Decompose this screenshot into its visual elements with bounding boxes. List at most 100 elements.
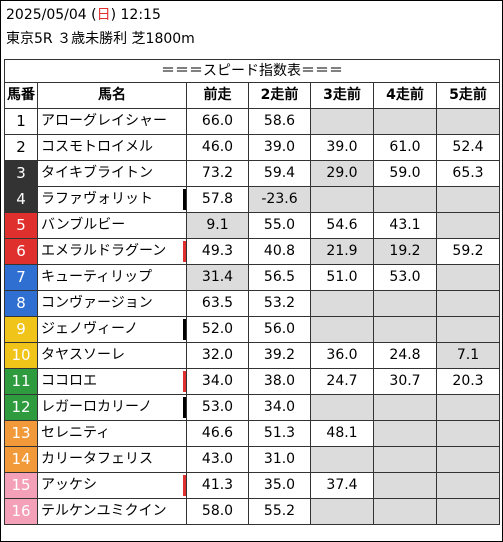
- 5-races-ago-index: [436, 186, 500, 213]
- horse-number: 3: [4, 160, 38, 187]
- 2-races-ago-index: 58.6: [248, 108, 311, 135]
- table-row: 11 ココロエ 34.0 38.0 24.7 30.7 20.3: [4, 368, 500, 395]
- table-row: 10 タヤスソーレ 32.0 39.2 36.0 24.8 7.1: [4, 342, 500, 369]
- horse-name-cell: コスモトロイメル: [37, 134, 187, 161]
- horse-number: 6: [4, 238, 38, 265]
- 4-races-ago-index: [373, 472, 437, 499]
- horse-name: テルケンユミクイン: [41, 503, 167, 519]
- horse-name-cell: アローグレイシャー: [37, 108, 187, 135]
- horse-number: 8: [4, 290, 38, 317]
- horse-name-cell: ジェノヴィーノ: [37, 316, 187, 343]
- horse-number: 2: [4, 134, 38, 161]
- table-title: ＝＝＝スピード指数表＝＝＝: [4, 59, 500, 83]
- date-prefix: 2025/05/04 (: [6, 7, 97, 23]
- 3-races-ago-index: 51.0: [310, 264, 374, 291]
- 3-races-ago-index: [310, 108, 374, 135]
- horse-name: カリータフェリス: [41, 451, 153, 467]
- 3-races-ago-index: [310, 498, 374, 525]
- 5-races-ago-index: [436, 394, 500, 421]
- table-row: 7 キューティリップ 31.4 56.5 51.0 53.0: [4, 264, 500, 291]
- 4-races-ago-index: 59.0: [373, 160, 437, 187]
- 4-races-ago-index: [373, 290, 437, 317]
- 5-races-ago-index: [436, 498, 500, 525]
- 2-races-ago-index: -23.6: [248, 186, 311, 213]
- 5-races-ago-index: 20.3: [436, 368, 500, 395]
- marker-bar: [183, 189, 186, 210]
- 5-races-ago-index: 7.1: [436, 342, 500, 369]
- last-race-index: 31.4: [186, 264, 249, 291]
- horse-number: 13: [4, 420, 38, 447]
- horse-name: タイキブライトン: [41, 165, 153, 181]
- header-umaban: 馬番: [4, 82, 38, 109]
- last-race-index: 46.0: [186, 134, 249, 161]
- 3-races-ago-index: 39.0: [310, 134, 374, 161]
- 3-races-ago-index: 24.7: [310, 368, 374, 395]
- race-info: 東京5R ３歳未勝利 芝1800m: [6, 31, 195, 47]
- last-race-index: 46.6: [186, 420, 249, 447]
- 4-races-ago-index: [373, 446, 437, 473]
- last-race-index: 49.3: [186, 238, 249, 265]
- horse-number: 14: [4, 446, 38, 473]
- speed-index-table: ＝＝＝スピード指数表＝＝＝ 馬番 馬名 前走 2走前 3走前 4走前 5走前 1…: [4, 59, 500, 525]
- horse-number: 16: [4, 498, 38, 525]
- 4-races-ago-index: 24.8: [373, 342, 437, 369]
- 4-races-ago-index: 53.0: [373, 264, 437, 291]
- horse-number: 4: [4, 186, 38, 213]
- 2-races-ago-index: 38.0: [248, 368, 311, 395]
- 2-races-ago-index: 53.2: [248, 290, 311, 317]
- 2-races-ago-index: 55.2: [248, 498, 311, 525]
- 5-races-ago-index: [436, 264, 500, 291]
- last-race-index: 58.0: [186, 498, 249, 525]
- horse-name: ラファヴォリット: [41, 191, 153, 207]
- marker-bar: [183, 241, 186, 262]
- horse-name: ジェノヴィーノ: [41, 321, 139, 337]
- marker-bar: [183, 397, 186, 418]
- date-suffix: ) 12:15: [110, 7, 161, 23]
- 2-races-ago-index: 56.0: [248, 316, 311, 343]
- 5-races-ago-index: 65.3: [436, 160, 500, 187]
- horse-name: コスモトロイメル: [41, 139, 153, 155]
- horse-name: アローグレイシャー: [41, 113, 167, 129]
- 2-races-ago-index: 39.0: [248, 134, 311, 161]
- header-last-race: 前走: [186, 82, 249, 109]
- marker-bar: [183, 371, 186, 392]
- header-4-races-ago: 4走前: [373, 82, 437, 109]
- 5-races-ago-index: 59.2: [436, 238, 500, 265]
- horse-number: 5: [4, 212, 38, 239]
- horse-name-cell: カリータフェリス: [37, 446, 187, 473]
- horse-name: レガーロカリーノ: [41, 399, 153, 415]
- horse-name: タヤスソーレ: [41, 347, 125, 363]
- marker-bar: [183, 319, 186, 340]
- horse-name-cell: タイキブライトン: [37, 160, 187, 187]
- 4-races-ago-index: [373, 420, 437, 447]
- last-race-index: 52.0: [186, 316, 249, 343]
- 3-races-ago-index: 29.0: [310, 160, 374, 187]
- 5-races-ago-index: [436, 420, 500, 447]
- table-row: 1 アローグレイシャー 66.0 58.6: [4, 108, 500, 135]
- last-race-index: 53.0: [186, 394, 249, 421]
- table-row: 3 タイキブライトン 73.2 59.4 29.0 59.0 65.3: [4, 160, 500, 187]
- horse-name-cell: アッケシ: [37, 472, 187, 499]
- 4-races-ago-index: 61.0: [373, 134, 437, 161]
- last-race-index: 41.3: [186, 472, 249, 499]
- 5-races-ago-index: 52.4: [436, 134, 500, 161]
- 3-races-ago-index: [310, 290, 374, 317]
- 5-races-ago-index: [436, 108, 500, 135]
- header-2-races-ago: 2走前: [248, 82, 311, 109]
- horse-name: ココロエ: [41, 373, 97, 389]
- horse-number: 12: [4, 394, 38, 421]
- last-race-index: 9.1: [186, 212, 249, 239]
- 2-races-ago-index: 39.2: [248, 342, 311, 369]
- horse-number: 1: [4, 108, 38, 135]
- last-race-index: 43.0: [186, 446, 249, 473]
- 2-races-ago-index: 40.8: [248, 238, 311, 265]
- 2-races-ago-index: 34.0: [248, 394, 311, 421]
- table-row: 2 コスモトロイメル 46.0 39.0 39.0 61.0 52.4: [4, 134, 500, 161]
- horse-name-cell: テルケンユミクイン: [37, 498, 187, 525]
- table-row: 13 セレニティ 46.6 51.3 48.1: [4, 420, 500, 447]
- 3-races-ago-index: [310, 186, 374, 213]
- horse-number: 15: [4, 472, 38, 499]
- horse-name: セレニティ: [41, 425, 111, 441]
- 3-races-ago-index: [310, 394, 374, 421]
- last-race-index: 57.8: [186, 186, 249, 213]
